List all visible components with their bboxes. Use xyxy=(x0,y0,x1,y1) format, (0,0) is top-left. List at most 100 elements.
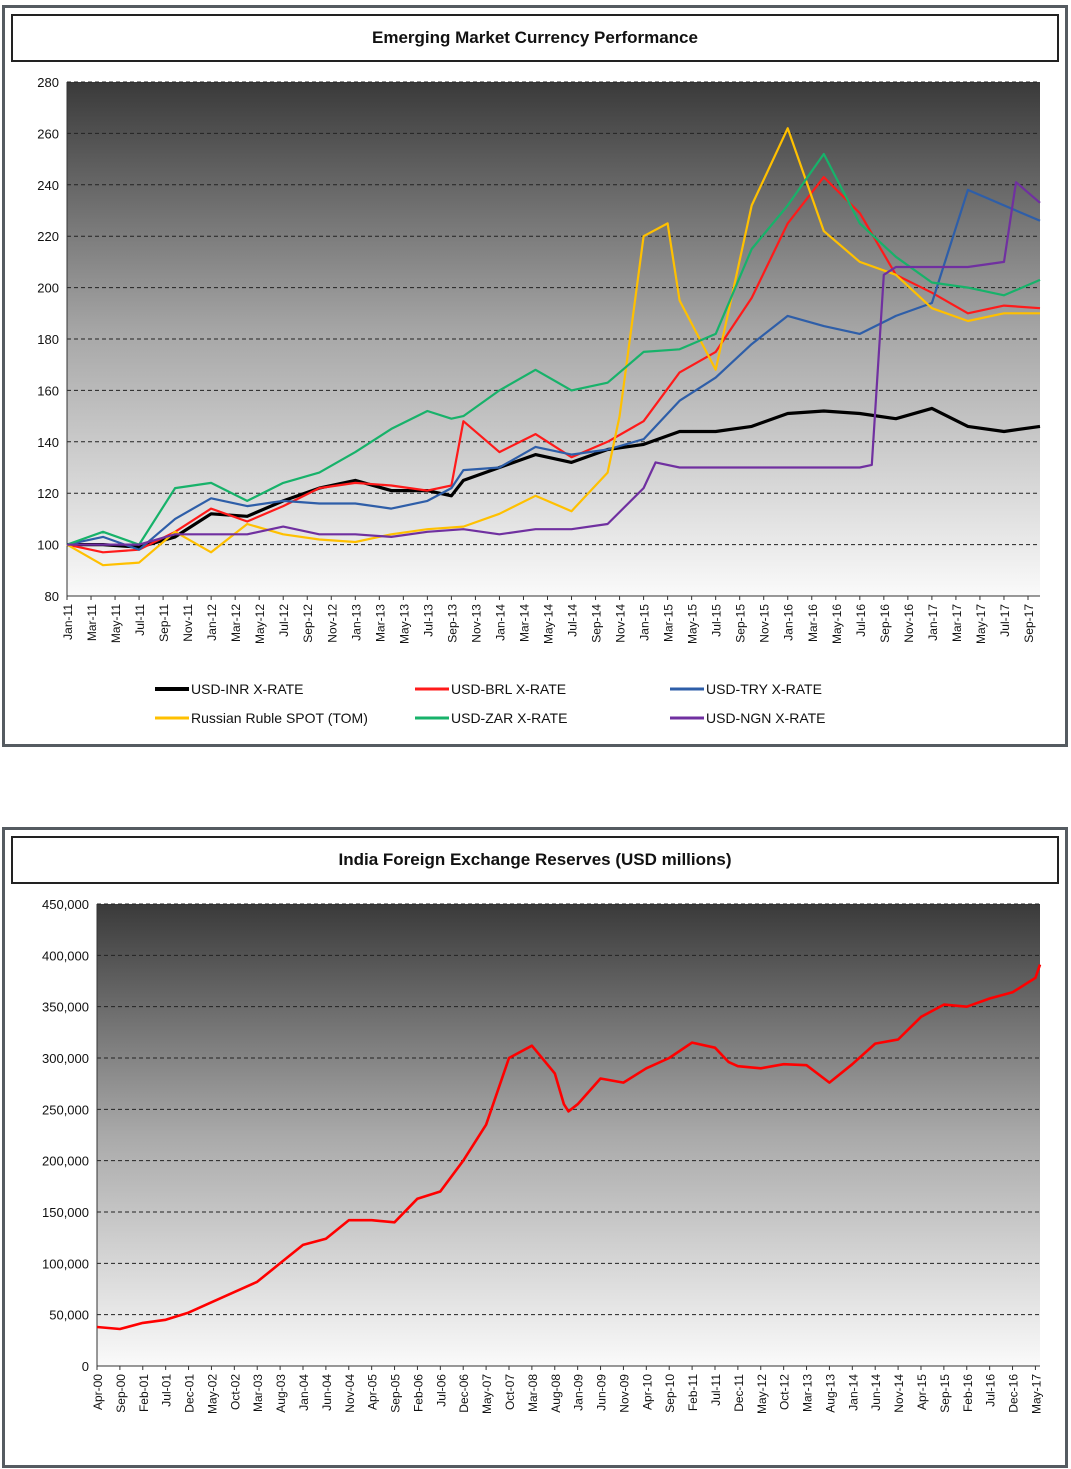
y-tick-label: 240 xyxy=(37,178,59,193)
x-tick-label: Nov-11 xyxy=(181,604,195,642)
x-tick-label: Mar-12 xyxy=(229,604,243,642)
x-tick-label: Sep-00 xyxy=(114,1374,128,1413)
y-tick-label: 300,000 xyxy=(42,1051,89,1066)
x-tick-label: Feb-06 xyxy=(411,1374,425,1412)
y-tick-label: 80 xyxy=(45,589,59,604)
legend-label: USD-TRY X-RATE xyxy=(706,681,822,697)
x-tick-label: Jul-12 xyxy=(277,604,291,637)
x-tick-label: Sep-05 xyxy=(389,1374,403,1413)
x-tick-label: Mar-17 xyxy=(950,604,964,642)
series-line-4 xyxy=(66,152,1041,546)
legend-label: Russian Ruble SPOT (TOM) xyxy=(191,710,368,726)
x-tick-label: Nov-13 xyxy=(469,604,483,643)
x-tick-label: Mar-14 xyxy=(517,604,531,642)
legend-label: USD-BRL X-RATE xyxy=(451,681,566,697)
x-tick-label: Nov-12 xyxy=(325,604,339,643)
x-tick-label: Dec-01 xyxy=(183,1374,197,1413)
x-tick-label: Mar-13 xyxy=(801,1374,815,1412)
x-tick-label: Apr-00 xyxy=(91,1374,105,1410)
x-tick-label: Oct-02 xyxy=(228,1374,242,1410)
x-tick-label: Jan-04 xyxy=(297,1374,311,1411)
x-tick-label: May-02 xyxy=(205,1374,219,1414)
series-line-2 xyxy=(66,188,1041,551)
x-tick-label: May-12 xyxy=(755,1374,769,1414)
x-tick-label: May-15 xyxy=(686,604,700,644)
x-tick-label: Mar-03 xyxy=(251,1374,265,1412)
series-line-5 xyxy=(67,181,1041,546)
x-tick-label: Jul-06 xyxy=(434,1374,448,1407)
x-tick-label: Apr-10 xyxy=(640,1374,654,1410)
series-line-0 xyxy=(96,964,1042,1331)
y-tick-label: 50,000 xyxy=(49,1308,89,1323)
y-tick-label: 400,000 xyxy=(42,948,89,963)
x-tick-label: Nov-14 xyxy=(892,1374,906,1413)
x-tick-label: Mar-11 xyxy=(85,604,99,641)
x-tick-label: Nov-16 xyxy=(902,604,916,643)
series-line-0 xyxy=(67,406,1041,549)
y-tick-label: 280 xyxy=(37,75,59,90)
x-tick-label: Jan-16 xyxy=(782,604,796,641)
x-tick-label: Nov-14 xyxy=(614,604,628,643)
x-tick-label: Jul-15 xyxy=(710,604,724,637)
x-tick-label: Mar-16 xyxy=(806,604,820,642)
x-tick-label: Sep-17 xyxy=(1022,604,1036,643)
x-tick-label: Jul-14 xyxy=(566,604,580,637)
x-tick-label: Apr-05 xyxy=(366,1374,380,1410)
y-tick-label: 250,000 xyxy=(42,1102,89,1117)
x-tick-label: Nov-09 xyxy=(617,1374,631,1413)
x-tick-label: Jan-13 xyxy=(349,604,363,641)
x-tick-label: Sep-10 xyxy=(663,1374,677,1413)
x-tick-label: May-14 xyxy=(541,604,555,644)
x-tick-label: May-13 xyxy=(397,604,411,644)
x-tick-label: Dec-11 xyxy=(732,1374,746,1412)
x-tick-label: Mar-08 xyxy=(526,1374,540,1412)
x-tick-label: Jan-12 xyxy=(205,604,219,641)
series-line-3 xyxy=(66,127,1040,567)
x-tick-label: Dec-06 xyxy=(457,1374,471,1413)
y-tick-label: 450,000 xyxy=(42,897,89,912)
x-tick-label: Sep-12 xyxy=(301,604,315,643)
x-tick-label: Mar-15 xyxy=(662,604,676,642)
y-tick-label: 350,000 xyxy=(42,1000,89,1015)
x-tick-label: Jan-14 xyxy=(846,1374,860,1411)
x-tick-label: Feb-01 xyxy=(137,1374,151,1412)
x-tick-label: Jun-09 xyxy=(595,1374,609,1411)
x-tick-label: Jan-11 xyxy=(61,604,75,640)
x-tick-label: Sep-15 xyxy=(938,1374,952,1413)
x-tick-label: Sep-14 xyxy=(590,604,604,643)
x-tick-label: Apr-15 xyxy=(915,1374,929,1410)
x-tick-label: Jun-14 xyxy=(869,1374,883,1411)
x-tick-label: May-16 xyxy=(830,604,844,644)
x-tick-label: Jan-09 xyxy=(572,1374,586,1411)
x-tick-label: Oct-12 xyxy=(778,1374,792,1410)
legend-label: USD-NGN X-RATE xyxy=(706,710,826,726)
y-tick-label: 0 xyxy=(82,1359,89,1374)
x-tick-label: Jan-14 xyxy=(493,604,507,641)
x-tick-label: Dec-16 xyxy=(1007,1374,1021,1413)
x-tick-label: Jul-11 xyxy=(709,1374,723,1406)
y-tick-label: 100,000 xyxy=(42,1256,89,1271)
x-tick-label: Jul-01 xyxy=(160,1374,174,1407)
x-tick-label: Jan-15 xyxy=(638,604,652,641)
x-tick-label: Feb-11 xyxy=(686,1374,700,1411)
x-tick-label: May-07 xyxy=(480,1374,494,1414)
y-tick-label: 200 xyxy=(37,281,59,296)
x-tick-label: Aug-08 xyxy=(549,1374,563,1413)
y-tick-label: 100 xyxy=(37,538,59,553)
y-tick-label: 220 xyxy=(37,229,59,244)
x-tick-label: Jul-16 xyxy=(984,1374,998,1407)
legend-label: USD-INR X-RATE xyxy=(191,681,304,697)
y-tick-label: 140 xyxy=(37,435,59,450)
x-tick-label: Aug-13 xyxy=(823,1374,837,1413)
chart-title: Emerging Market Currency Performance xyxy=(11,14,1059,62)
x-tick-label: Jul-16 xyxy=(854,604,868,637)
x-tick-label: Sep-11 xyxy=(157,604,171,642)
plot-area xyxy=(97,904,1040,1366)
x-tick-label: Jun-04 xyxy=(320,1374,334,1411)
x-tick-label: Jul-11 xyxy=(133,604,147,636)
x-tick-label: Nov-04 xyxy=(343,1374,357,1413)
x-tick-label: May-11 xyxy=(109,604,123,643)
y-tick-label: 120 xyxy=(37,486,59,501)
